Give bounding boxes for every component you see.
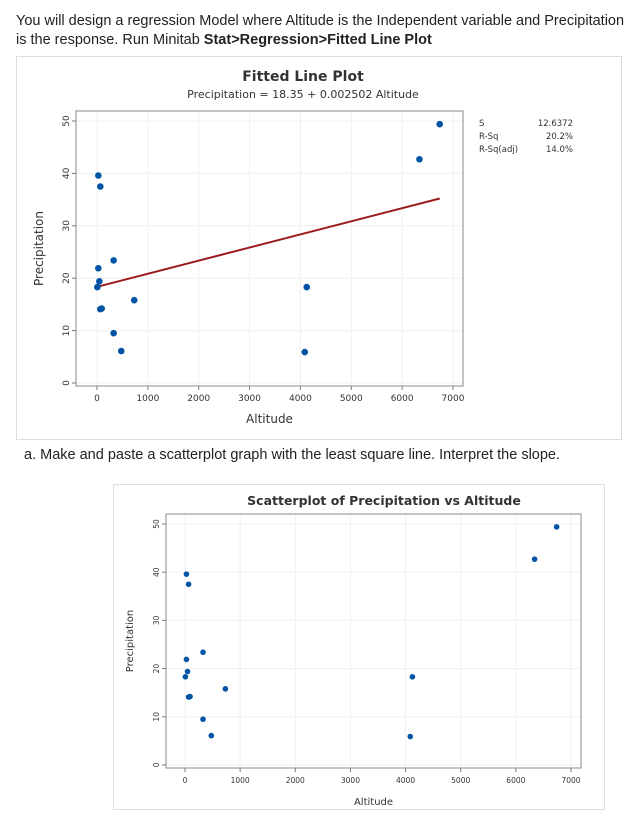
y-tick-label: 40 [62, 167, 72, 179]
intro-prefix: You will design a regression Model where… [16, 13, 625, 48]
x-tick-label: 1000 [136, 394, 159, 404]
x-tick-label: 3000 [341, 776, 360, 785]
x-axis-label: Altitude [246, 412, 293, 426]
chart-subtitle: Precipitation = 18.35 + 0.002502 Altitud… [187, 88, 419, 101]
fitted-line-plot: Fitted Line Plot Precipitation = 18.35 + … [16, 56, 622, 440]
y-tick-label: 0 [62, 380, 72, 386]
data-point [130, 296, 138, 304]
y-tick-label: 10 [62, 325, 72, 337]
x-tick-label: 2000 [286, 776, 305, 785]
data-point [110, 257, 117, 264]
data-point [553, 524, 560, 530]
fitted-regression-line [99, 197, 441, 288]
x-tick-label: 6000 [506, 776, 525, 785]
data-point [183, 571, 190, 577]
data-point [416, 155, 423, 163]
y-tick-label: 10 [152, 712, 161, 722]
x-tick-label: 1000 [231, 776, 250, 785]
menu-path: Stat>Regression>Fitted Line Plot [203, 32, 432, 48]
plot-frame [75, 110, 464, 387]
y-tick-label: 50 [152, 519, 161, 529]
x-tick-label: 5000 [340, 394, 363, 404]
y-tick-label: 0 [152, 762, 161, 767]
chart-title: Scatterplot of Precipitation vs Altitude [247, 493, 521, 508]
y-tick-label: 50 [62, 115, 72, 127]
data-point [187, 693, 193, 700]
data-point [222, 686, 229, 692]
x-tick-label: 4000 [289, 394, 312, 404]
data-point [97, 183, 104, 190]
y-tick-label: 40 [152, 567, 161, 577]
y-axis-label: Precipitation [32, 211, 46, 286]
data-point [301, 348, 309, 356]
data-point [94, 283, 101, 291]
data-point [436, 120, 444, 128]
data-point [184, 668, 191, 675]
y-axis-label: Precipitation [125, 610, 136, 673]
scatterplot-svg: Scatterplot of Precipitation vs Altitude… [125, 493, 582, 808]
x-tick-label: 0 [183, 776, 188, 785]
chart-title: Fitted Line Plot [242, 69, 364, 85]
stat-value: 12.6372 [538, 119, 573, 129]
data-point [95, 264, 102, 272]
x-tick-label: 2000 [187, 394, 210, 404]
y-tick-label: 30 [152, 615, 161, 625]
data-point [200, 649, 206, 656]
y-tick-label: 30 [62, 220, 72, 232]
data-point [208, 732, 215, 739]
intro-text: You will design a regression Model where… [16, 12, 631, 50]
question-a: a. Make and paste a scatterplot graph wi… [24, 447, 561, 463]
stat-label: S [479, 119, 484, 129]
data-point [182, 673, 189, 680]
x-tick-label: 3000 [238, 394, 261, 404]
data-point [407, 733, 414, 740]
data-point [98, 305, 105, 312]
y-tick-label: 20 [62, 272, 72, 284]
x-tick-label: 6000 [391, 394, 414, 404]
data-point [200, 716, 206, 723]
x-tick-label: 5000 [451, 776, 470, 785]
data-point [409, 673, 416, 680]
data-point [95, 172, 102, 179]
stat-label: R-Sq(adj) [479, 145, 518, 155]
data-point [96, 278, 103, 285]
data-point [117, 347, 125, 355]
x-tick-label: 7000 [442, 394, 465, 404]
data-point [531, 556, 538, 562]
x-axis-label: Altitude [354, 797, 393, 808]
y-tick-label: 20 [152, 664, 161, 674]
data-point [303, 283, 311, 291]
x-tick-label: 0 [94, 394, 100, 404]
plot-frame [165, 513, 582, 769]
data-point [185, 581, 192, 588]
fitted-line-plot-svg: Fitted Line Plot Precipitation = 18.35 + … [32, 69, 573, 426]
stat-label: R-Sq [479, 132, 498, 142]
data-point [183, 656, 190, 663]
x-tick-label: 4000 [396, 776, 415, 785]
x-tick-label: 7000 [561, 776, 580, 785]
stat-value: 20.2% [546, 132, 573, 142]
stat-value: 14.0% [546, 145, 573, 155]
scatterplot: Scatterplot of Precipitation vs Altitude… [113, 484, 605, 810]
data-point [110, 329, 117, 337]
